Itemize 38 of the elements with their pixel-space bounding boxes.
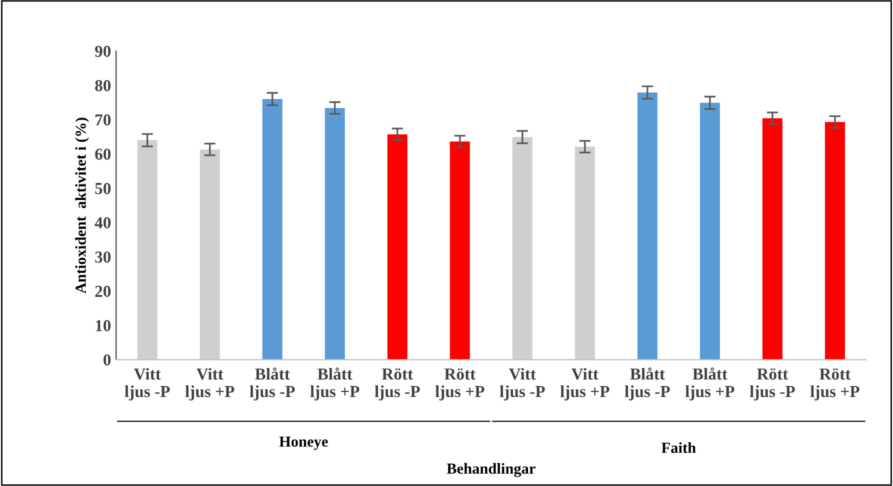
bar <box>637 92 658 360</box>
x-tick-label: Blått ljus +P <box>685 367 734 401</box>
y-tick-label: 30 <box>95 251 111 263</box>
y-tick-label: 50 <box>95 182 111 194</box>
x-tick-label: Rött ljus -P <box>374 368 420 401</box>
bar <box>824 122 845 360</box>
x-tick-label: Blått ljus -P <box>624 367 670 401</box>
text: Honeye <box>279 436 328 450</box>
y-tick-label: 90 <box>95 46 111 57</box>
bar <box>200 149 220 360</box>
bar <box>387 134 408 360</box>
y-tick-label: 0 <box>104 354 111 366</box>
bar <box>762 118 782 360</box>
bar <box>137 140 158 360</box>
y-tick-label: 20 <box>95 286 111 298</box>
text: Faith <box>662 442 696 453</box>
y-axis-title: Antioxident aktivitet i (%) <box>75 118 90 294</box>
x-tick-label: Vitt ljus -P <box>124 368 170 401</box>
x-tick-label: Blått ljus -P <box>250 367 295 401</box>
bar <box>262 99 282 360</box>
x-tick-label: Rött ljus -P <box>750 368 795 401</box>
x-tick-label: Vitt ljus -P <box>500 368 545 401</box>
bar <box>324 108 345 360</box>
x-tick-label: Vitt ljus +P <box>185 368 234 401</box>
x-tick-label: Rött ljus +P <box>810 368 860 401</box>
x-tick-label: Rött ljus +P <box>435 368 484 401</box>
y-tick-label: 80 <box>95 80 111 92</box>
y-tick-label: 60 <box>95 148 111 160</box>
x-axis-title: Behandlingar <box>446 463 536 477</box>
bar <box>450 142 470 360</box>
bar <box>574 146 595 360</box>
y-tick-label: 10 <box>96 320 111 332</box>
bar <box>700 102 720 360</box>
bar <box>512 137 532 360</box>
x-tick-label: Blått ljus +P <box>310 367 360 401</box>
x-tick-label: Vitt ljus +P <box>560 368 610 401</box>
y-tick-label: 40 <box>94 217 111 228</box>
y-tick-label: 70 <box>96 114 111 126</box>
